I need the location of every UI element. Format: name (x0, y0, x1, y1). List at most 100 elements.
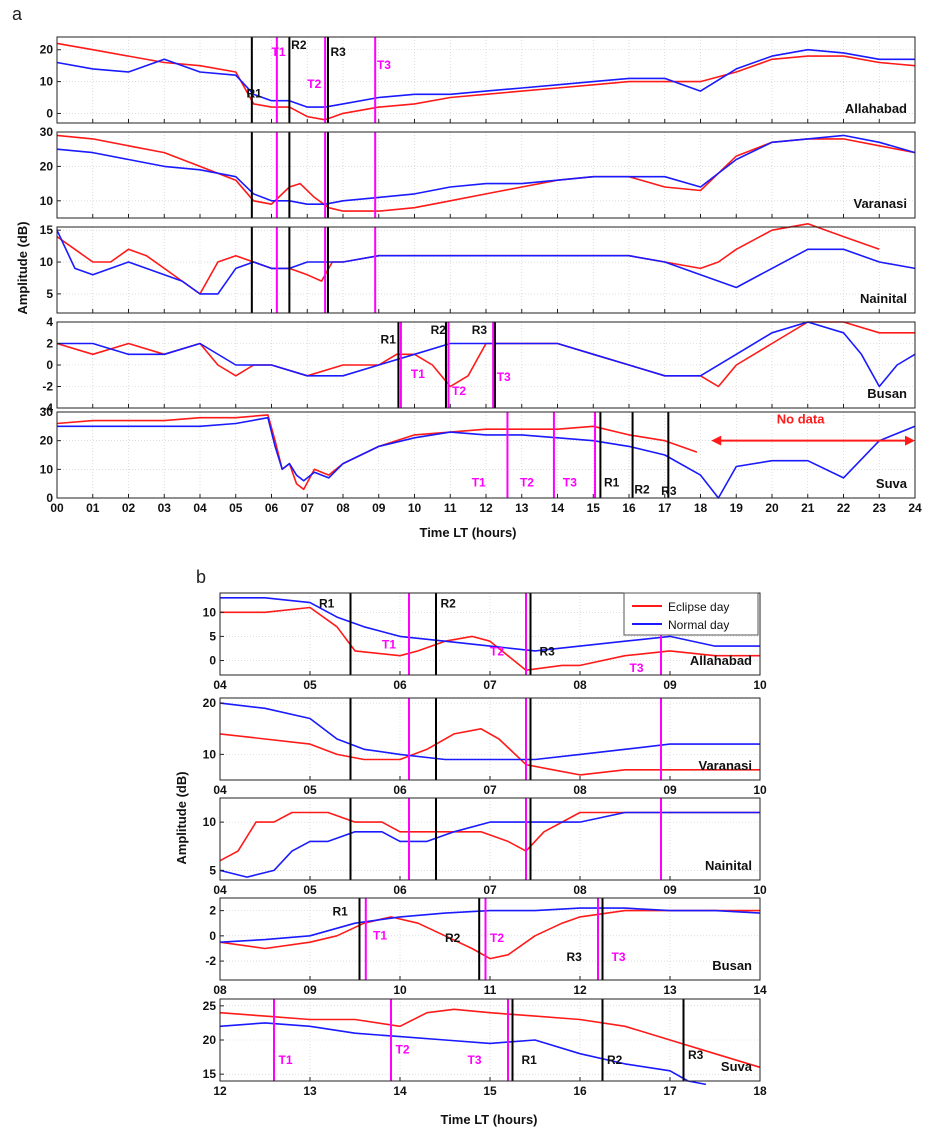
b-busan-r1-label: R1 (333, 905, 349, 919)
b-busan-xtick-label-0: 08 (213, 983, 227, 997)
b-nainital-ytick-label-0: 5 (209, 863, 216, 877)
b-suva-xtick-label-3: 15 (483, 1084, 497, 1098)
a-suva-xtick-label-11: 11 (444, 501, 457, 515)
a-allahabad-ytick-label-0: 0 (46, 106, 53, 120)
a-suva-no-data-label: No data (777, 411, 825, 426)
a-suva-xtick-label-10: 10 (408, 501, 422, 515)
b-suva-t3-label: T3 (468, 1053, 482, 1067)
a-suva-t2-label: T2 (520, 476, 534, 490)
a-nainital-eclipse-day-line (56, 223, 880, 295)
b-nainital-xtick-label-4: 08 (573, 883, 587, 897)
b-varanasi-xtick-label-0: 04 (213, 783, 227, 797)
b-busan-station-label: Busan (712, 958, 752, 973)
a-busan-t3-label: T3 (497, 370, 511, 384)
b-busan-t1-label: T1 (373, 929, 387, 943)
b-suva-r1-label: R1 (522, 1053, 538, 1067)
b-suva-t1-label: T1 (279, 1053, 293, 1067)
a-suva-xtick-label-6: 06 (265, 501, 279, 515)
b-nainital-station-label: Nainital (705, 858, 752, 873)
b-allahabad-xtick-label-0: 04 (213, 678, 227, 692)
b-suva-r2-label: R2 (607, 1053, 623, 1067)
a-allahabad-eclipse-day-line (56, 42, 916, 121)
a-varanasi-normal-day-line (56, 134, 916, 205)
a-suva-no-data-arrowhead-right (905, 435, 915, 446)
b-suva-xtick-label-1: 13 (303, 1084, 317, 1098)
a-busan-eclipse-day-line (56, 321, 915, 388)
a-suva-xtick-label-20: 20 (765, 501, 779, 515)
b-suva-station-label: Suva (721, 1059, 753, 1074)
b-allahabad-r3-label: R3 (540, 645, 556, 659)
b-varanasi-ytick-label-1: 20 (203, 696, 217, 710)
a-varanasi-ytick-label-0: 10 (40, 194, 54, 208)
a-suva-t1-label: T1 (472, 476, 486, 490)
panel-b-ylabel: Amplitude (dB) (174, 771, 189, 864)
a-suva-xtick-label-12: 12 (479, 501, 493, 515)
b-allahabad-xtick-label-1: 05 (303, 678, 317, 692)
b-busan-eclipse-day-line (219, 909, 760, 960)
b-nainital-xtick-label-2: 06 (393, 883, 407, 897)
a-busan-r1-label: R1 (381, 333, 397, 347)
a-suva-xtick-label-15: 15 (587, 501, 601, 515)
b-allahabad-ytick-label-2: 10 (203, 605, 217, 619)
b-busan-xtick-label-6: 14 (753, 983, 767, 997)
b-nainital-xtick-label-5: 09 (663, 883, 677, 897)
b-varanasi-ytick-label-0: 10 (203, 747, 217, 761)
a-suva-ytick-label-2: 20 (40, 434, 54, 448)
a-suva-xtick-label-5: 05 (229, 501, 243, 515)
a-suva-xtick-label-24: 24 (908, 501, 922, 515)
a-busan-r2-label: R2 (431, 323, 447, 337)
b-busan-xtick-label-2: 10 (393, 983, 407, 997)
a-busan-ytick-label-3: 2 (46, 337, 53, 351)
b-allahabad-r1-label: R1 (319, 596, 335, 610)
b-varanasi-station-label: Varanasi (699, 758, 753, 773)
b-allahabad-ytick-label-0: 0 (209, 654, 216, 668)
b-nainital-xtick-label-0: 04 (213, 883, 227, 897)
a-varanasi-ytick-label-2: 30 (40, 125, 54, 139)
b-nainital-eclipse-day-line (219, 811, 760, 862)
a-allahabad-t3-label: T3 (377, 58, 391, 72)
b-nainital-ytick-label-1: 10 (203, 815, 217, 829)
a-suva-station-label: Suva (876, 476, 908, 491)
b-busan-t3-label: T3 (612, 950, 626, 964)
b-suva-r3-label: R3 (688, 1048, 704, 1062)
b-busan-r2-label: R2 (445, 931, 461, 945)
a-suva-xtick-label-7: 07 (301, 501, 315, 515)
a-suva-ytick-label-1: 10 (40, 462, 54, 476)
a-nainital-normal-day-line (56, 229, 916, 295)
b-busan-ytick-label-0: -2 (205, 954, 216, 968)
a-busan-t2-label: T2 (452, 384, 466, 398)
b-varanasi-xtick-label-1: 05 (303, 783, 317, 797)
b-varanasi-normal-day-line (219, 702, 760, 761)
legend: Eclipse day Normal day (623, 592, 759, 636)
b-suva-xtick-label-6: 18 (753, 1084, 767, 1098)
b-allahabad-t1-label: T1 (382, 637, 396, 651)
a-suva-xtick-label-1: 01 (86, 501, 100, 515)
b-busan-xtick-label-5: 13 (663, 983, 677, 997)
b-nainital-normal-day-line (219, 811, 760, 878)
a-suva-r3-label: R3 (661, 484, 677, 498)
a-varanasi-ytick-label-1: 20 (40, 159, 54, 173)
b-suva-xtick-label-4: 16 (573, 1084, 587, 1098)
b-allahabad-station-label: Allahabad (690, 653, 752, 668)
a-nainital-ytick-label-0: 5 (46, 287, 53, 301)
a-suva-r1-label: R1 (604, 476, 620, 490)
b-suva-t2-label: T2 (396, 1043, 410, 1057)
b-busan-r3-label: R3 (567, 950, 583, 964)
b-allahabad-ytick-label-1: 5 (209, 629, 216, 643)
a-suva-xtick-label-21: 21 (801, 501, 815, 515)
a-suva-xtick-label-23: 23 (873, 501, 887, 515)
b-allahabad-xtick-label-6: 10 (753, 678, 767, 692)
b-suva-ytick-label-1: 20 (203, 1033, 217, 1047)
b-busan-xtick-label-1: 09 (303, 983, 317, 997)
a-allahabad-r1-label: R1 (246, 87, 262, 101)
a-allahabad-normal-day-line (56, 48, 915, 108)
b-nainital-xtick-label-3: 07 (483, 883, 497, 897)
a-suva-xtick-label-4: 04 (193, 501, 207, 515)
b-suva-xtick-label-5: 17 (663, 1084, 677, 1098)
a-allahabad-ytick-label-1: 10 (40, 75, 54, 89)
b-suva-eclipse-day-line (219, 1008, 761, 1069)
a-suva-xtick-label-16: 16 (622, 501, 636, 515)
b-busan-t2-label: T2 (490, 931, 504, 945)
a-allahabad-station-label: Allahabad (845, 101, 907, 116)
